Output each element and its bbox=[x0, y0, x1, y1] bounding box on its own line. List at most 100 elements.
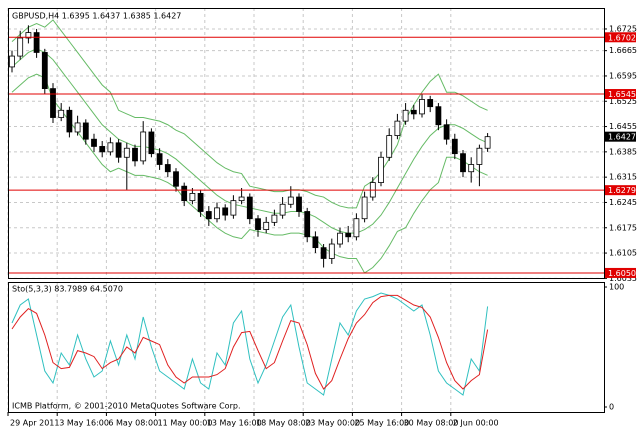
level-tag bbox=[605, 185, 636, 196]
x-tick-label: 2 Jun 00:00 bbox=[453, 419, 499, 428]
candle-body bbox=[173, 171, 179, 187]
x-tick-label: 13 May 16:00 bbox=[207, 419, 262, 428]
candle-body bbox=[312, 236, 319, 249]
candle-body bbox=[361, 196, 368, 220]
candle-body bbox=[484, 136, 491, 149]
x-tick-label: 25 May 16:00 bbox=[354, 419, 409, 428]
candle-body bbox=[419, 99, 425, 115]
candle-body bbox=[222, 207, 229, 216]
candle-body bbox=[451, 138, 458, 155]
candle-body bbox=[287, 196, 294, 205]
indicator-panel bbox=[8, 282, 605, 413]
candle-body bbox=[50, 88, 56, 118]
candle-body bbox=[140, 131, 147, 162]
candle-body bbox=[164, 164, 171, 173]
candle-body bbox=[394, 120, 401, 136]
candle-body bbox=[337, 232, 343, 245]
candle-body bbox=[205, 211, 212, 220]
candle-body bbox=[41, 52, 48, 90]
y-tick-label: 1.6455 bbox=[609, 122, 637, 131]
x-tick-label: 23 May 00:00 bbox=[305, 419, 360, 428]
y-tick-label: 1.6175 bbox=[609, 223, 637, 232]
level-tag bbox=[605, 89, 636, 100]
candle-body bbox=[123, 147, 130, 158]
candle-body bbox=[443, 124, 450, 140]
series-line bbox=[11, 292, 489, 396]
candle-body bbox=[9, 55, 15, 68]
level-label: 1.6050 bbox=[608, 269, 636, 278]
level-label: 1.6279 bbox=[608, 186, 636, 195]
series-line bbox=[11, 73, 488, 274]
y-tick-label: 1.6595 bbox=[609, 71, 637, 80]
plot bbox=[8, 19, 604, 396]
candle-body bbox=[189, 193, 196, 202]
y-tick-label: 1.6035 bbox=[609, 274, 637, 283]
y-tick-label: 1.6315 bbox=[609, 173, 637, 182]
last-price-tag bbox=[605, 131, 636, 142]
candle-body bbox=[197, 193, 204, 212]
candle-body bbox=[460, 153, 466, 173]
level-tag bbox=[605, 267, 636, 278]
last-price-label: 1.6427 bbox=[608, 133, 636, 142]
candle-body bbox=[148, 131, 155, 155]
candle-body bbox=[320, 247, 327, 259]
candle-body bbox=[25, 32, 32, 39]
candle-body bbox=[263, 221, 270, 230]
candle-body bbox=[230, 200, 237, 216]
y-tick-label: 1.6665 bbox=[609, 46, 637, 55]
candle-body bbox=[304, 211, 311, 238]
y-tick-label: 1.6525 bbox=[609, 97, 637, 106]
level-label: 1.6545 bbox=[608, 90, 636, 99]
candle-body bbox=[427, 99, 434, 108]
candle-body bbox=[435, 106, 442, 126]
candle-body bbox=[181, 185, 188, 202]
x-tick-label: 29 Apr 2011 bbox=[10, 419, 59, 428]
candle-body bbox=[132, 147, 138, 162]
x-tick-label: 18 May 08:00 bbox=[256, 419, 311, 428]
y-tick-label: 100 bbox=[609, 283, 624, 292]
y-tick-label: 1.6245 bbox=[609, 198, 637, 207]
candle-body bbox=[74, 122, 81, 133]
chart-title: GBPUSD,H4 1.6395 1.6437 1.6385 1.6427 bbox=[12, 12, 181, 21]
indicator-title: Sto(5,3,3) 83.7989 64.5070 bbox=[12, 285, 123, 294]
candle-body bbox=[468, 164, 475, 173]
y-tick-label: 1.6385 bbox=[609, 147, 637, 156]
candle-body bbox=[82, 122, 89, 140]
series-line bbox=[11, 294, 489, 390]
footer: ICMB Platform, © 2001-2010 MetaQuotes So… bbox=[12, 402, 241, 411]
candle-body bbox=[91, 138, 97, 147]
x-tick-label: 30 May 08:00 bbox=[404, 419, 459, 428]
x-tick-label: 3 May 16:00 bbox=[59, 419, 109, 428]
candle-body bbox=[17, 37, 24, 57]
y-tick-label: 1.6725 bbox=[609, 24, 637, 33]
candle-body bbox=[296, 196, 302, 212]
level-label: 1.6702 bbox=[608, 33, 636, 42]
candle-body bbox=[214, 207, 220, 220]
candle-body bbox=[156, 153, 163, 165]
x-tick-label: 11 May 00:00 bbox=[158, 419, 213, 428]
candle-body bbox=[107, 142, 114, 153]
candle-body bbox=[345, 232, 352, 238]
y-tick-label: 1.6105 bbox=[609, 249, 637, 258]
x-tick-label: 6 May 08:00 bbox=[108, 419, 158, 428]
candle-body bbox=[99, 146, 106, 153]
candle-body bbox=[33, 32, 40, 53]
candle-body bbox=[402, 109, 409, 122]
candle-body bbox=[378, 156, 384, 183]
candle-body bbox=[246, 196, 253, 220]
candle-body bbox=[115, 142, 122, 158]
level-tag bbox=[605, 32, 636, 43]
candle-body bbox=[255, 218, 261, 230]
candle-body bbox=[386, 135, 393, 158]
candle-body bbox=[353, 218, 360, 238]
candle-body bbox=[476, 147, 483, 165]
candle-body bbox=[328, 243, 335, 259]
candle-body bbox=[271, 214, 278, 223]
candle-body bbox=[238, 196, 245, 202]
candle-body bbox=[58, 109, 65, 118]
candle-body bbox=[410, 109, 417, 115]
price-panel bbox=[8, 8, 605, 279]
candle-body bbox=[279, 203, 286, 216]
